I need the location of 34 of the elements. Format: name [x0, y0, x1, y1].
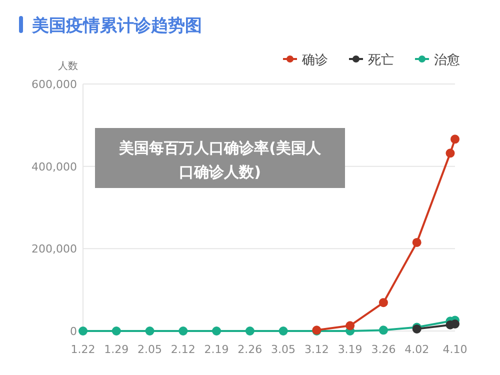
- x-tick-label: 3.19: [338, 343, 362, 356]
- annotation: 美国每百万人口确诊率(美国人口确诊人数): [118, 139, 322, 181]
- x-tick-label: 4.10: [442, 343, 468, 356]
- x-tick-label: 3.12: [304, 343, 329, 356]
- x-tick-label: 1.29: [104, 343, 129, 356]
- point: [450, 134, 460, 144]
- point: [378, 298, 388, 308]
- y-tick-label: 400,000: [32, 160, 77, 174]
- x-tick-label: 3.26: [371, 343, 396, 356]
- legend-label: 确诊: [301, 53, 328, 68]
- point: [446, 148, 455, 158]
- chart-title: 美国疫情累计诊趋势图: [31, 16, 202, 36]
- legend-label: 治愈: [434, 53, 460, 68]
- y-tick-label: 600,000: [32, 78, 77, 91]
- y-tick-label: 200,000: [32, 242, 77, 256]
- point: [450, 320, 460, 328]
- x-tick-label: 2.05: [138, 343, 162, 356]
- y-tick-label: 0: [70, 325, 77, 338]
- point: [346, 321, 355, 330]
- point: [178, 326, 188, 336]
- x-tick-label: 4.02: [404, 343, 430, 356]
- legend-label: 死亡: [368, 52, 394, 68]
- x-tick-label: 3.05: [271, 343, 296, 356]
- annotation-caption-box: 美国每百万人口确诊率(美国人口确诊人数): [95, 128, 345, 188]
- point: [378, 326, 388, 335]
- x-tick-label: 2.19: [204, 343, 229, 356]
- point: [112, 326, 121, 336]
- x-tick-label: 2.12: [170, 343, 196, 356]
- point: [145, 326, 154, 336]
- x-tick-label: 1.22: [70, 343, 96, 356]
- point: [78, 326, 88, 336]
- y-axis-title: 人数: [58, 61, 78, 72]
- x-tick-label: 2.26: [238, 343, 262, 356]
- point: [412, 238, 422, 247]
